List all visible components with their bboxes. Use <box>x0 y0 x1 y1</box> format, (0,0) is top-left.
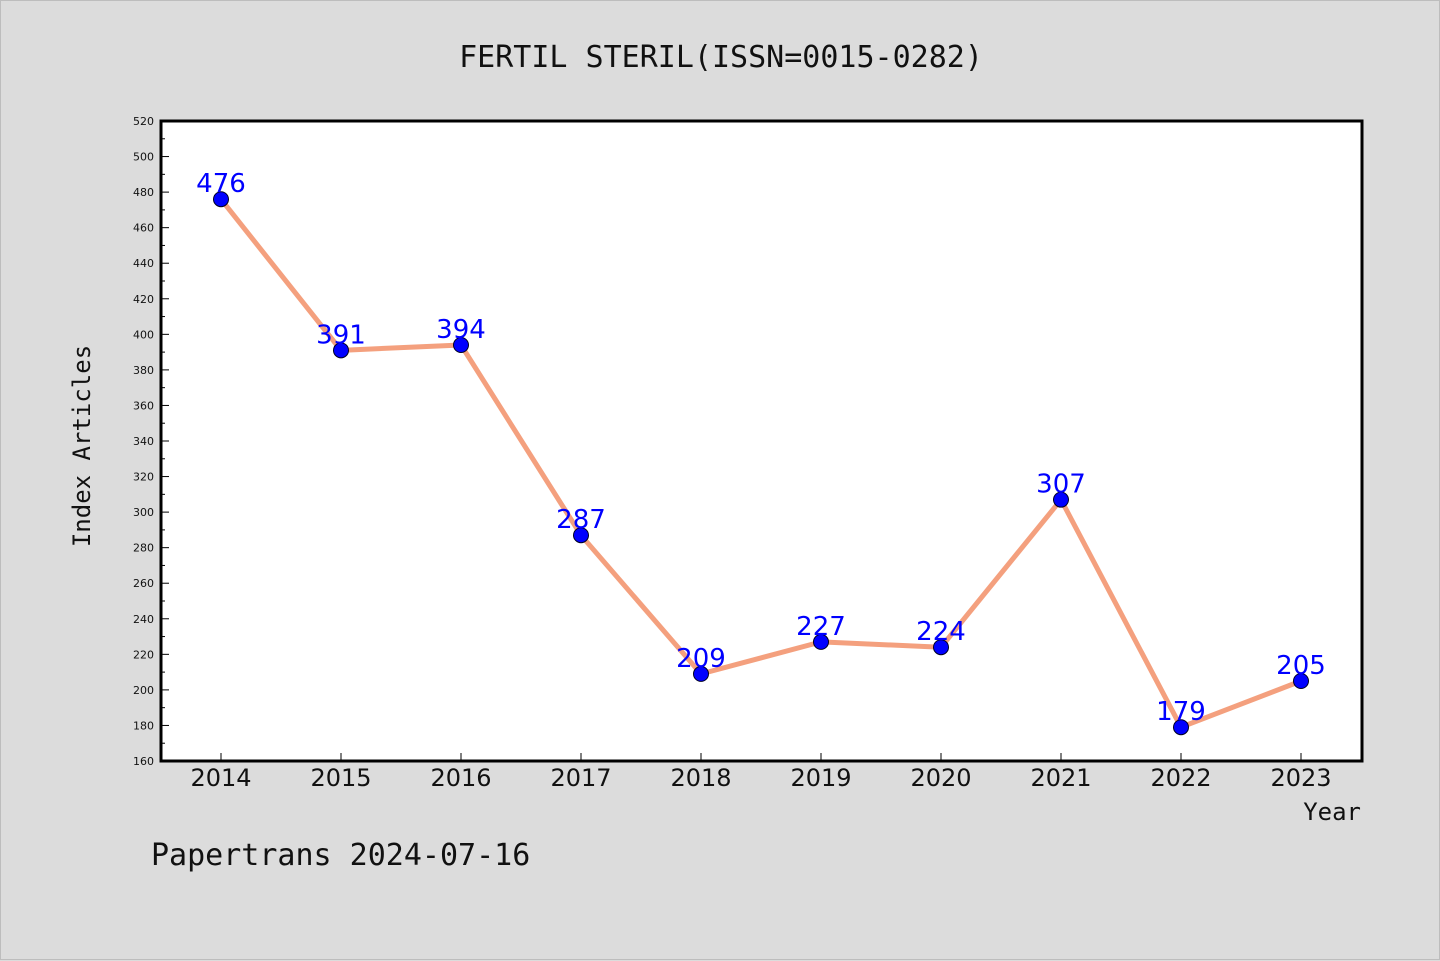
data-label: 307 <box>1036 470 1086 500</box>
y-axis: 160 180 200 220 240 260 280 300 320 340 360 380 400 4… <box>133 115 169 768</box>
y-axis-label: Index Articles <box>68 345 96 547</box>
x-tick-label: 2017 <box>550 764 611 792</box>
series-line <box>218 196 1304 730</box>
data-point <box>1173 719 1189 736</box>
data-point <box>813 633 829 650</box>
y-tick-label: 400 <box>133 328 154 341</box>
x-tick-label: 2020 <box>910 764 971 792</box>
y-tick-label: 200 <box>133 684 154 697</box>
y-tick-label: 320 <box>133 471 154 484</box>
x-tick-label: 2018 <box>670 764 731 792</box>
data-point <box>1053 491 1069 508</box>
y-tick-label: 160 <box>133 755 154 768</box>
y-tick-label: 260 <box>133 577 154 590</box>
data-label: 394 <box>436 315 486 345</box>
data-label: 209 <box>676 644 726 674</box>
y-tick-label: 240 <box>133 613 154 626</box>
data-label: 287 <box>556 505 606 535</box>
data-point <box>693 665 709 682</box>
series-group <box>213 191 1309 736</box>
data-label: 391 <box>316 320 366 350</box>
y-tick-label: 460 <box>133 222 154 235</box>
data-point <box>453 337 469 353</box>
data-point <box>573 527 589 544</box>
data-label: 227 <box>796 612 846 642</box>
y-tick-label: 340 <box>133 435 154 448</box>
data-label: 179 <box>1156 697 1206 727</box>
x-tick-label: 2015 <box>310 764 371 792</box>
x-tick-label: 2014 <box>190 764 251 792</box>
x-tick-label: 2022 <box>1150 764 1211 792</box>
chart-title: FERTIL STERIL(ISSN=0015-0282) <box>459 40 983 75</box>
y-tick-label: 500 <box>133 151 154 164</box>
y-tick-label: 480 <box>133 186 154 199</box>
footer-text: Papertrans 2024-07-16 <box>151 838 530 873</box>
x-tick-label: 2023 <box>1270 764 1331 792</box>
data-point <box>933 639 949 656</box>
x-axis: 2014 2015 2016 2017 2018 2019 2020 2021 2022 2023 <box>190 753 1332 792</box>
plot-area <box>159 119 1364 763</box>
x-tick-label: 2016 <box>430 764 491 792</box>
x-axis-label: Year <box>1303 798 1361 826</box>
y-tick-label: 280 <box>133 542 154 555</box>
y-tick-label: 180 <box>133 719 154 732</box>
y-tick-label: 220 <box>133 648 154 661</box>
data-label: 476 <box>196 169 246 199</box>
x-tick-label: 2019 <box>790 764 851 792</box>
y-tick-label: 520 <box>133 115 154 128</box>
data-point <box>213 191 229 208</box>
data-point <box>333 342 349 359</box>
data-label: 205 <box>1276 651 1326 681</box>
data-label: 224 <box>916 617 966 647</box>
y-tick-label: 380 <box>133 364 154 377</box>
x-tick-label: 2021 <box>1030 764 1091 792</box>
y-tick-label: 420 <box>133 293 154 306</box>
y-tick-label: 300 <box>133 506 154 519</box>
data-labels: 476 391 394 287 209 227 224 307 179 205 <box>196 169 1326 727</box>
y-tick-label: 360 <box>133 399 154 412</box>
y-tick-label: 440 <box>133 257 154 270</box>
data-point <box>1293 673 1309 689</box>
